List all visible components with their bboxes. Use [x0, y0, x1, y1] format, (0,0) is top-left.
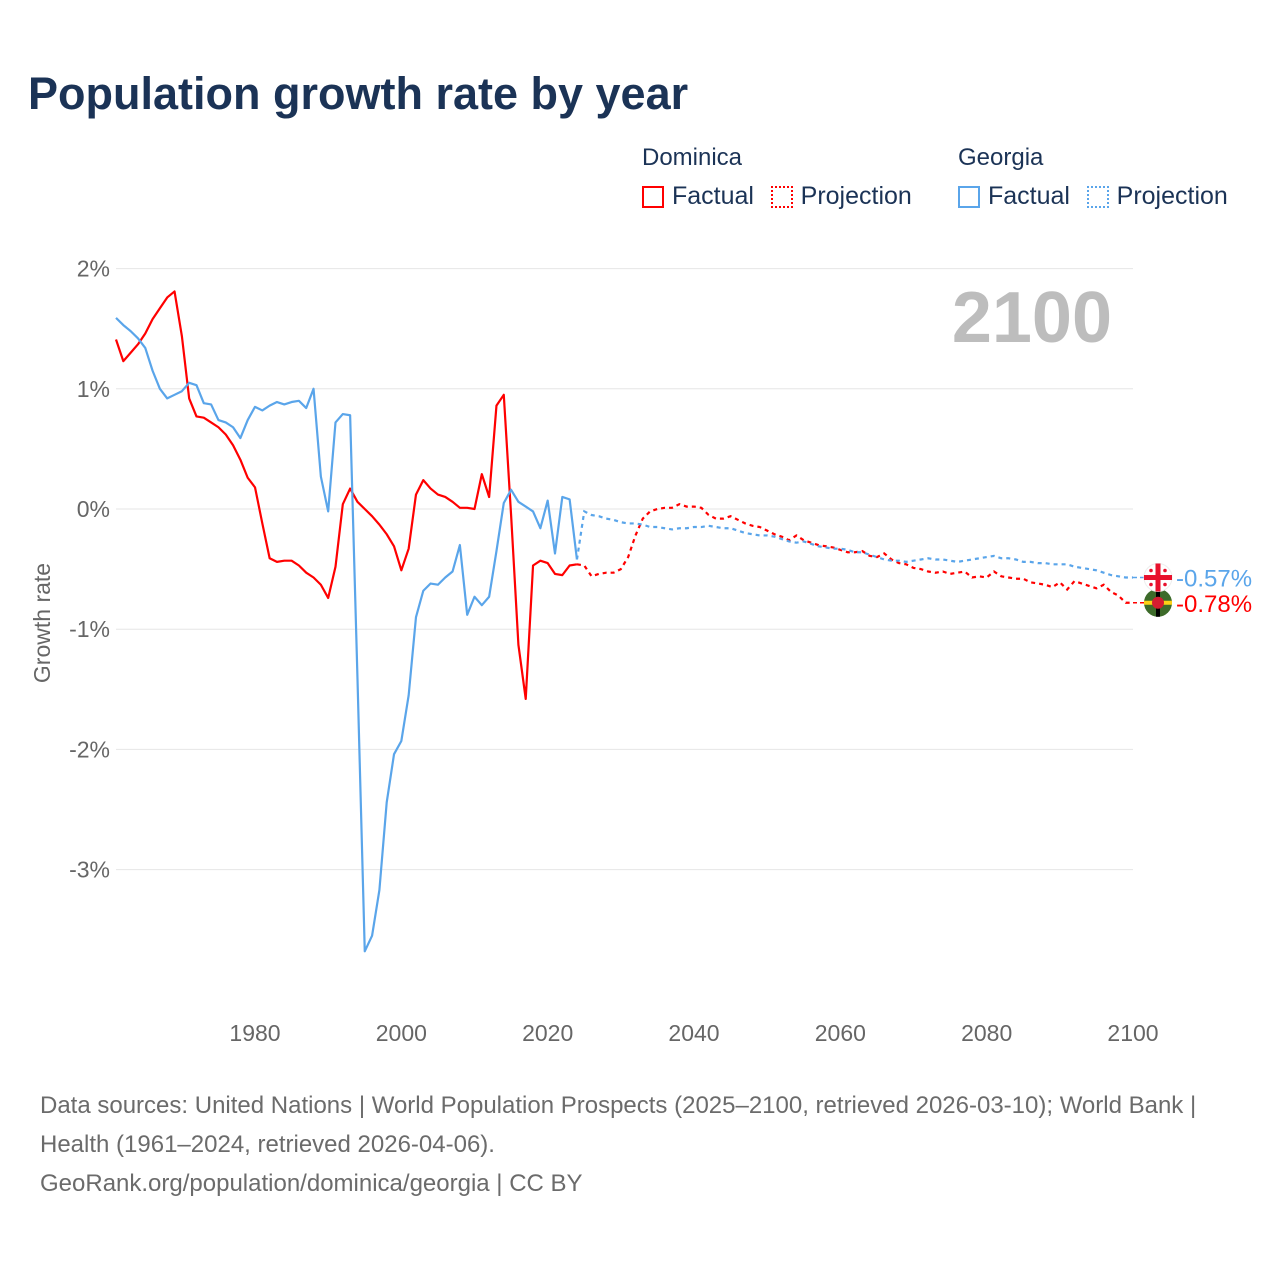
- solid-swatch-icon: [642, 185, 664, 208]
- flag-small-cross: [1163, 568, 1167, 573]
- legend-label: Projection: [800, 182, 912, 210]
- x-tick-label: 2040: [668, 1020, 719, 1046]
- solid-swatch-icon: [958, 185, 980, 208]
- data-sources: Data sources: United Nations | World Pop…: [40, 1092, 1197, 1158]
- georgia-projection-line: [575, 509, 1133, 579]
- dominica-end-label: -0.78%: [1176, 591, 1252, 618]
- dotted-swatch-icon: [1086, 185, 1109, 208]
- dominica-projection-line: [576, 503, 1133, 604]
- legend-dominica-projection[interactable]: Projection: [770, 182, 912, 211]
- georgia-end-label: -0.57%: [1176, 566, 1252, 593]
- y-tick-label: -3%: [69, 857, 110, 883]
- y-tick-label: 2%: [77, 256, 110, 282]
- y-tick-label: 0%: [77, 496, 110, 522]
- x-tick-label: 1980: [229, 1020, 280, 1046]
- flag-bg: [1144, 588, 1172, 617]
- legend-group-dominica: Dominica Factual Projection: [642, 144, 922, 215]
- flag-small-cross: [1163, 582, 1167, 587]
- dominica-flag-icon: [1144, 588, 1172, 617]
- flag-cross: [1144, 575, 1172, 581]
- legend-georgia-factual[interactable]: Factual: [958, 182, 1070, 211]
- legend-country-label: Georgia: [958, 144, 1044, 171]
- legend-label: Factual: [672, 182, 754, 210]
- x-tick-label: 2080: [961, 1020, 1012, 1046]
- legend-label: Factual: [988, 182, 1070, 210]
- dominica-factual-line: [114, 290, 578, 701]
- flag-stripe: [1144, 600, 1172, 605]
- x-tick-label: 2020: [522, 1020, 573, 1046]
- chart-title: Population growth rate by year: [28, 68, 689, 119]
- legend-label: Projection: [1116, 182, 1228, 210]
- credit-link[interactable]: GeoRank.org/population/dominica/georgia …: [40, 1170, 583, 1197]
- y-tick-label: 1%: [77, 376, 110, 402]
- legend-country-label: Dominica: [642, 144, 743, 171]
- footer: Data sources: United Nations | World Pop…: [40, 1086, 1240, 1203]
- georgia-factual-line: [115, 317, 579, 953]
- x-tick-label: 2000: [376, 1020, 427, 1046]
- flag-bg: [1143, 563, 1173, 593]
- georgia-flag-icon: [1143, 563, 1173, 593]
- legend-dominica-factual[interactable]: Factual: [642, 182, 754, 211]
- y-tick-label: -1%: [69, 616, 110, 642]
- flag-small-cross: [1149, 582, 1153, 587]
- flag-disc: [1152, 596, 1164, 609]
- y-tick-label: -2%: [69, 736, 110, 762]
- dotted-swatch-icon: [770, 185, 793, 208]
- x-tick-label: 2100: [1107, 1020, 1158, 1046]
- y-axis-label: Growth rate: [29, 563, 55, 683]
- legend-group-georgia: Georgia Factual Projection: [958, 144, 1238, 215]
- legend-georgia-projection[interactable]: Projection: [1086, 182, 1228, 211]
- year-watermark: 2100: [952, 278, 1112, 358]
- flag-cross: [1155, 563, 1161, 592]
- flag-small-cross: [1149, 568, 1153, 573]
- flag-stripe: [1156, 588, 1160, 617]
- x-tick-label: 2060: [815, 1020, 866, 1046]
